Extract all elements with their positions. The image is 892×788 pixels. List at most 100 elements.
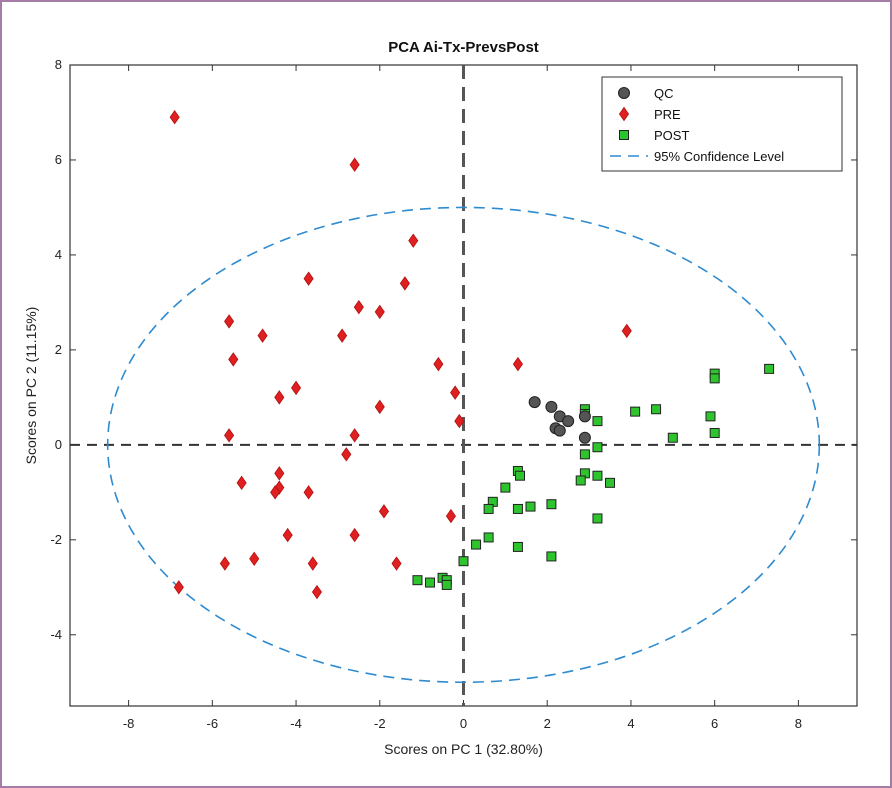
point-pre: [169, 110, 180, 125]
x-tick-label: 2: [544, 716, 551, 731]
legend-marker-pre: [618, 106, 630, 122]
x-tick-label: -8: [123, 716, 135, 731]
point-post: [525, 501, 536, 512]
x-tick-label: 0: [460, 716, 467, 731]
legend-label-qc: QC: [654, 86, 674, 101]
point-post: [546, 499, 557, 510]
point-qc: [578, 431, 591, 444]
y-tick-label: -4: [50, 627, 62, 642]
chart-title: PCA Ai-Tx-PrevsPost: [388, 39, 539, 56]
legend: QC PRE POST 95% Confidence Level: [601, 76, 843, 172]
x-axis-title: Scores on PC 1 (32.80%): [384, 741, 543, 757]
point-post: [483, 503, 494, 514]
y-tick-label: 0: [55, 437, 62, 452]
point-pre: [391, 556, 402, 571]
point-pre: [224, 428, 235, 443]
point-pre: [173, 580, 184, 595]
point-post: [425, 577, 436, 588]
point-qc: [562, 415, 575, 428]
point-post: [441, 579, 452, 590]
legend-label-ellipse: 95% Confidence Level: [654, 149, 784, 164]
point-post: [651, 404, 662, 415]
point-post: [592, 416, 603, 427]
x-tick-label: 4: [627, 716, 634, 731]
point-post: [592, 470, 603, 481]
y-tick-label: 8: [55, 57, 62, 72]
point-post: [709, 427, 720, 438]
y-tick-label: 4: [55, 247, 62, 262]
point-post: [709, 373, 720, 384]
series-post: [412, 363, 775, 590]
point-pre: [303, 271, 314, 286]
point-qc: [528, 396, 541, 409]
point-post: [512, 541, 523, 552]
point-post: [471, 539, 482, 550]
x-tick-label: -6: [207, 716, 219, 731]
legend-marker-post: [619, 130, 629, 140]
point-post: [705, 411, 716, 422]
x-tick-label: -4: [290, 716, 302, 731]
point-pre: [257, 328, 268, 343]
point-pre: [450, 385, 461, 400]
point-post: [667, 432, 678, 443]
point-pre: [236, 475, 247, 491]
point-post: [592, 442, 603, 453]
point-post: [546, 551, 557, 562]
point-pre: [341, 447, 352, 462]
point-post: [483, 532, 494, 543]
point-pre: [337, 328, 348, 343]
legend-marker-qc: [618, 87, 630, 99]
point-pre: [454, 413, 465, 429]
x-tick-label: 8: [795, 716, 802, 731]
point-pre: [399, 276, 410, 291]
point-post: [412, 575, 423, 586]
point-pre: [249, 551, 260, 567]
point-pre: [219, 556, 230, 571]
point-pre: [621, 323, 632, 339]
point-post: [630, 406, 641, 417]
point-pre: [408, 233, 419, 248]
point-post: [515, 470, 526, 481]
x-tick-label: -2: [374, 716, 386, 731]
confidence-ellipse: [106, 206, 821, 684]
point-pre: [274, 466, 285, 481]
point-pre: [303, 485, 314, 500]
point-post: [764, 363, 775, 374]
y-tick-label: -2: [50, 532, 62, 547]
point-post: [500, 482, 511, 493]
y-axis-title: Scores on PC 2 (11.15%): [23, 307, 39, 465]
series-qc: [528, 396, 591, 444]
point-post: [579, 449, 590, 460]
series-pre: [169, 110, 632, 600]
point-pre: [311, 584, 323, 600]
point-pre: [374, 304, 385, 320]
point-pre: [282, 527, 293, 543]
y-tick-label: 6: [55, 152, 62, 167]
point-pre: [349, 428, 360, 443]
point-pre: [433, 356, 444, 372]
point-pre: [512, 356, 523, 372]
point-pre: [353, 299, 364, 315]
point-pre: [307, 556, 318, 571]
point-pre: [374, 399, 385, 415]
legend-label-post: POST: [654, 128, 689, 143]
point-post: [575, 475, 586, 486]
plot-area: -8 -6 -4 -2 0 2 4 6 8 -4 -2 0 2 4 6 8: [50, 57, 858, 731]
legend-box: [601, 76, 843, 172]
point-pre: [349, 527, 360, 543]
point-post: [458, 556, 469, 567]
point-qc: [553, 424, 566, 437]
x-tick-label: 6: [711, 716, 718, 731]
point-pre: [270, 485, 281, 500]
point-post: [605, 477, 616, 488]
legend-label-pre: PRE: [654, 107, 681, 122]
point-post: [592, 513, 603, 524]
y-tick-label: 2: [55, 342, 62, 357]
point-qc: [545, 400, 558, 413]
point-pre: [445, 508, 456, 524]
point-pre: [378, 504, 390, 519]
point-pre: [228, 352, 239, 367]
point-pre: [349, 157, 360, 172]
